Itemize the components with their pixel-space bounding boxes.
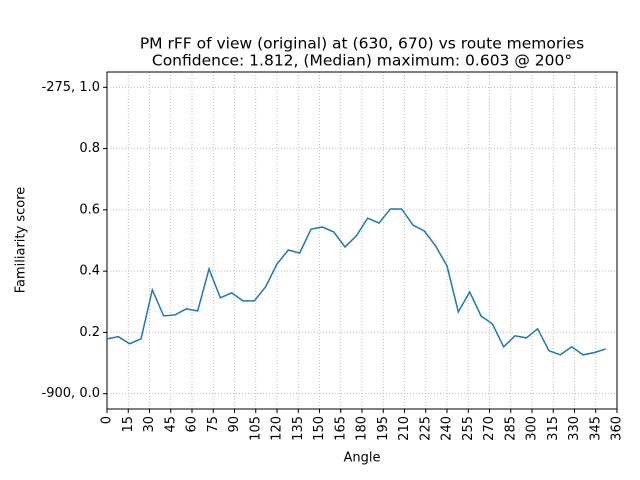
x-tick-label: 90 <box>227 416 242 433</box>
y-tick-label: 0.8 <box>79 141 100 156</box>
y-tick-label: 0.4 <box>79 264 100 279</box>
x-tick-label: 225 <box>418 416 433 441</box>
x-tick-label: 15 <box>121 416 136 433</box>
x-tick-label: 285 <box>503 416 518 441</box>
plot-frame <box>106 71 618 410</box>
x-tick-label: 360 <box>610 416 625 441</box>
x-tick-label: 45 <box>163 416 178 433</box>
x-tick-label: 30 <box>142 416 157 433</box>
chart-title: PM rFF of view (original) at (630, 670) … <box>140 35 584 53</box>
x-tick-label: 210 <box>397 416 412 441</box>
x-tick-label: 165 <box>333 416 348 441</box>
x-tick-label: 0 <box>100 416 115 424</box>
x-tick-label: 75 <box>206 416 221 433</box>
y-tick-label: -275, 1.0 <box>42 80 100 95</box>
x-tick-label: 120 <box>270 416 285 441</box>
x-tick-label: 345 <box>588 416 603 441</box>
y-axis-label: Familiarity score <box>14 187 29 294</box>
x-tick-label: 300 <box>525 416 540 441</box>
x-tick-label: 195 <box>376 416 391 441</box>
chart-subtitle: Confidence: 1.812, (Median) maximum: 0.6… <box>152 52 572 70</box>
y-tick-label: 0.6 <box>79 202 100 217</box>
x-tick-label: 240 <box>440 416 455 441</box>
x-tick-label: 105 <box>248 416 263 441</box>
x-tick-label: 270 <box>482 416 497 441</box>
x-tick-label: 150 <box>312 416 327 441</box>
x-tick-label: 135 <box>291 416 306 441</box>
x-tick-label: 330 <box>567 416 582 441</box>
x-tick-label: 255 <box>461 416 476 441</box>
x-tick-label: 180 <box>355 416 370 441</box>
x-axis-label: Angle <box>344 451 381 466</box>
y-tick-label: 0.2 <box>79 325 100 340</box>
x-tick-label: 60 <box>185 416 200 433</box>
y-tick-label: -900, 0.0 <box>42 386 100 401</box>
x-tick-label: 315 <box>546 416 561 441</box>
data-line <box>106 208 606 356</box>
